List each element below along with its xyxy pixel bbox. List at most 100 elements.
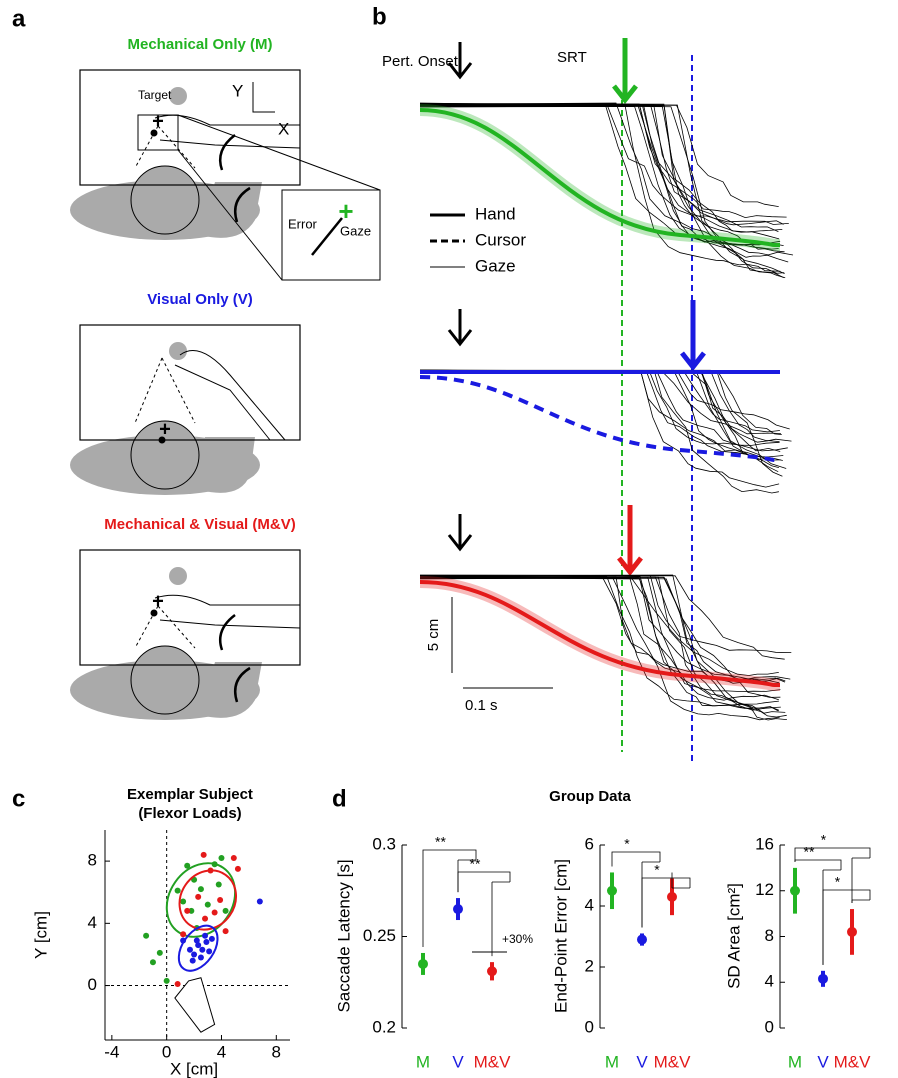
axis-y-label: Y xyxy=(232,81,243,100)
scatter-point xyxy=(150,959,156,965)
annotation: * xyxy=(654,862,660,878)
y-tick-label: 6 xyxy=(585,834,594,853)
gaze-trace xyxy=(420,576,787,717)
scatter-point xyxy=(195,894,201,900)
x-tick-label: -4 xyxy=(104,1042,119,1061)
y-tick-label: 12 xyxy=(755,880,774,899)
target xyxy=(169,567,187,585)
condition-title: Mechanical Only (M) xyxy=(127,36,272,53)
panel-label: a xyxy=(12,5,26,32)
gaze-line xyxy=(158,126,195,168)
scatter-point xyxy=(218,855,224,861)
scatter-point xyxy=(217,897,223,903)
scatter-point xyxy=(175,981,181,987)
scatter-point xyxy=(223,908,229,914)
mean-dot xyxy=(607,886,617,896)
y-tick-label: 4 xyxy=(585,895,594,914)
y-tick-label: 16 xyxy=(755,834,774,853)
bracket xyxy=(823,890,870,965)
condition-title: Mechanical & Visual (M&V) xyxy=(104,516,295,533)
y-tick-label: 0 xyxy=(765,1017,774,1036)
arm xyxy=(175,351,285,441)
annotation: * xyxy=(835,874,841,890)
mean-dot xyxy=(453,904,463,914)
scatter-point xyxy=(209,936,215,942)
x-tick-label: M xyxy=(605,1052,619,1071)
gaze-line xyxy=(162,358,195,423)
x-tick-label: M&V xyxy=(654,1052,692,1071)
mean-dot xyxy=(418,959,428,969)
bracket xyxy=(642,873,690,928)
scatter-point xyxy=(157,950,163,956)
x-tick-label: M&V xyxy=(834,1052,872,1071)
scatter-point xyxy=(205,902,211,908)
x-tick-label: V xyxy=(452,1052,464,1071)
mean-dot xyxy=(637,935,647,945)
annotation: ** xyxy=(435,834,446,850)
scatter-point xyxy=(202,916,208,922)
workspace xyxy=(80,550,300,665)
target-label: Target xyxy=(138,88,172,102)
scatter-point xyxy=(223,928,229,934)
annotation: ** xyxy=(804,844,815,860)
annotation: +30% xyxy=(502,932,533,946)
annotation: * xyxy=(821,832,827,848)
scatter-point xyxy=(206,948,212,954)
workspace xyxy=(80,325,300,440)
y-tick-label: 2 xyxy=(585,956,594,975)
scatter-point xyxy=(184,863,190,869)
gaze-trace xyxy=(420,371,790,429)
mean-dot xyxy=(487,966,497,976)
srt-label: SRT xyxy=(557,49,587,66)
scatter-point xyxy=(198,955,204,961)
legend-label: Hand xyxy=(475,204,516,223)
y-axis-label: SD Area [cm²] xyxy=(724,883,743,989)
x-tick-label: M&V xyxy=(474,1052,512,1071)
y-tick-label: 0.3 xyxy=(372,834,396,853)
scatter-point xyxy=(143,933,149,939)
scatter-point xyxy=(231,855,237,861)
scatter-point xyxy=(194,937,200,943)
axis-x-label: X xyxy=(278,119,289,138)
annotation: * xyxy=(624,836,630,852)
group-title: Group Data xyxy=(549,788,631,805)
cursor-mark: + xyxy=(152,590,164,612)
scale-x-label: 0.1 s xyxy=(465,697,498,714)
hand-dot xyxy=(151,610,158,617)
pert-onset: Pert. Onset xyxy=(382,53,459,70)
scatter-point xyxy=(191,951,197,957)
workspace xyxy=(80,70,300,185)
condition-title: Visual Only (V) xyxy=(147,291,253,308)
y-tick-label: 0 xyxy=(585,1017,594,1036)
panel-label: b xyxy=(372,3,387,30)
y-tick-label: 0 xyxy=(88,975,97,994)
y-axis-label: Saccade Latency [s] xyxy=(334,859,353,1012)
scatter-point xyxy=(203,939,209,945)
target xyxy=(169,87,187,105)
hand-dot xyxy=(159,437,166,444)
mean-dot xyxy=(818,974,828,984)
cursor-curve xyxy=(420,377,780,460)
scatter-point xyxy=(190,958,196,964)
y-tick-label: 0.25 xyxy=(363,926,396,945)
scatter-point xyxy=(235,866,241,872)
x-axis-label: X [cm] xyxy=(170,1059,218,1078)
target xyxy=(169,342,187,360)
gaze-trace xyxy=(420,105,784,278)
scatter-point xyxy=(216,881,222,887)
scatter-point xyxy=(180,899,186,905)
x-tick-label: V xyxy=(817,1052,829,1071)
gaze-line xyxy=(135,358,162,423)
axis-glyph xyxy=(253,82,275,112)
scatter-point xyxy=(187,947,193,953)
annotation: ** xyxy=(470,856,481,872)
y-tick-label: 4 xyxy=(765,972,774,991)
gaze-trace xyxy=(420,577,785,713)
scatter-point xyxy=(180,931,186,937)
inset-cursor: + xyxy=(338,196,353,226)
figure: a b c d Group Data Mechanical Only (M)+V… xyxy=(0,0,898,1078)
scale-y-label: 5 cm xyxy=(425,619,442,652)
scatter-point xyxy=(180,937,186,943)
panel-label: c xyxy=(12,785,25,812)
scatter-point xyxy=(212,909,218,915)
